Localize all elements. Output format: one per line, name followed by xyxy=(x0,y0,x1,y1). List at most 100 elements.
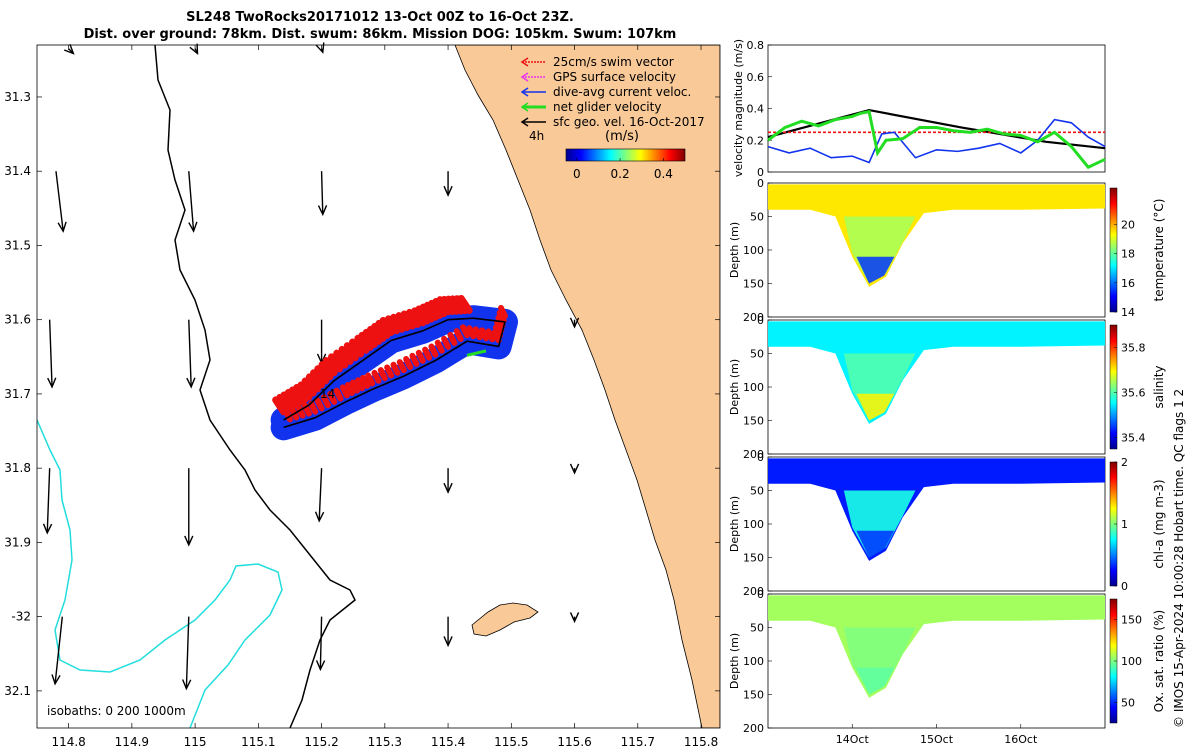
geostrophic-arrow xyxy=(569,612,580,624)
legend-label: GPS surface velocity xyxy=(553,70,676,84)
arrow-head xyxy=(181,679,192,691)
geostrophic-arrow xyxy=(189,43,199,56)
section-y-tick-label: 150 xyxy=(743,278,764,291)
swim-vector xyxy=(400,310,416,330)
section-data-fill xyxy=(768,321,1105,424)
swim-vector xyxy=(384,364,395,379)
section-x-tick-label: 14Oct xyxy=(836,733,870,746)
section-colorbar-tick-label: 20 xyxy=(1121,218,1135,231)
swim-vector xyxy=(453,295,469,315)
swim-vector xyxy=(466,325,477,340)
arrow-shaft xyxy=(185,616,190,689)
section-deep-fill xyxy=(856,393,895,421)
swim-vector xyxy=(405,308,421,328)
swim-vector xyxy=(280,391,296,411)
arrow-head xyxy=(314,511,325,523)
map-x-tick-label: 115.8 xyxy=(684,735,718,749)
isobath-1000m xyxy=(37,419,283,728)
swim-vector xyxy=(358,331,374,351)
geostrophic-arrow xyxy=(317,171,328,217)
map-y-tick-label: 31.6 xyxy=(4,313,31,327)
swim-vector xyxy=(440,295,456,315)
section-colorbar-tick-label: 150 xyxy=(1121,614,1142,627)
legend-arrowhead xyxy=(520,87,529,97)
geostrophic-vector-field xyxy=(42,42,580,691)
swim-vector xyxy=(284,388,300,408)
geostrophic-arrow xyxy=(443,616,453,648)
isobath-200m xyxy=(154,45,356,728)
arrow-shaft xyxy=(46,468,51,533)
section-colorbar-tick-label: 16 xyxy=(1121,277,1135,290)
geostrophic-arrow xyxy=(315,42,325,54)
geostrophic-arrow xyxy=(188,171,198,233)
map-x-tick-label: 115.1 xyxy=(241,735,275,749)
section-y-tick-label: 200 xyxy=(743,722,764,735)
section-y-tick-label: 50 xyxy=(750,211,764,224)
swim-vector xyxy=(349,338,365,358)
swim-vector xyxy=(328,353,344,373)
island-shape xyxy=(471,602,539,637)
swim-vector xyxy=(365,372,376,387)
map-x-tick-label: 115.4 xyxy=(431,735,465,749)
section-panel-4: 0 50 100 150 200 Depth (m) 50 100 150 Ox. sat. ra… xyxy=(728,588,1166,746)
swim-vector xyxy=(344,381,355,396)
swim-vector xyxy=(434,339,445,354)
section-data-fill xyxy=(768,184,1105,287)
swim-vector xyxy=(377,367,388,382)
arrow-shaft xyxy=(48,319,53,387)
arrow-head xyxy=(315,42,325,54)
swim-vector xyxy=(390,361,401,376)
section-y-axis-label: Depth (m) xyxy=(728,496,741,552)
section-colorbar-tick-label: 1 xyxy=(1121,518,1128,531)
map-x-tick-label: 115.6 xyxy=(557,735,591,749)
arrow-head xyxy=(569,317,580,329)
velocity-y-tick-label: 0 xyxy=(757,166,764,179)
velocity-y-tick-label: 0.4 xyxy=(747,103,765,116)
velocity-y-axis-label: velocity magnitude (m/s) xyxy=(732,39,745,177)
section-data-fill xyxy=(768,595,1105,698)
arrow-head xyxy=(443,636,453,648)
section-deep-fill xyxy=(856,530,895,558)
swim-vector xyxy=(367,325,382,345)
arrow-head xyxy=(47,377,57,389)
figure-title-line1: SL248 TwoRocks20171012 13-Oct 00Z to 16-… xyxy=(186,10,574,25)
section-y-tick-label: 0 xyxy=(757,314,764,327)
legend-label: sfc geo. vel. 16-Oct-2017 xyxy=(553,115,705,129)
swim-vector xyxy=(460,324,471,339)
geostrophic-arrow xyxy=(47,319,57,389)
map-y-tick-label: 31.7 xyxy=(4,387,31,401)
section-y-tick-label: 200 xyxy=(743,585,764,598)
map-y-tick-label: 31.8 xyxy=(4,461,31,475)
section-x-tick-label: 16Oct xyxy=(1004,733,1038,746)
legend-label: dive-avg current veloc. xyxy=(553,85,691,99)
legend-arrowhead xyxy=(520,117,529,127)
swim-vector xyxy=(333,349,349,369)
swim-vector xyxy=(419,303,435,323)
arrow-shaft xyxy=(318,468,323,521)
velocity-y-tick-label: 0.8 xyxy=(747,39,765,52)
swim-vector xyxy=(314,365,330,385)
swim-vector xyxy=(318,361,334,381)
swim-vector xyxy=(339,384,350,399)
section-colorbar-tick-label: 2 xyxy=(1121,456,1128,469)
map-panel: 114.8 114.9 115 115.1 115.2 115.3 115.4 115.5 11… xyxy=(4,42,721,749)
swim-vector xyxy=(497,304,508,319)
geostrophic-arrow xyxy=(569,463,580,475)
map-y-tick-label: 31.4 xyxy=(4,164,31,178)
swim-vector xyxy=(491,329,502,344)
arrow-shaft xyxy=(188,171,195,232)
swim-vector xyxy=(301,377,317,397)
velocity-series-dive-avg xyxy=(767,118,1106,164)
swim-vector xyxy=(282,408,293,423)
swim-vector xyxy=(355,377,366,392)
section-colorbar-tick-label: 18 xyxy=(1121,248,1135,261)
swim-vector xyxy=(453,328,464,343)
velocity-y-tick-label: 0.6 xyxy=(747,71,765,84)
swim-vector xyxy=(444,295,460,315)
colorbar-unit-label: (m/s) xyxy=(605,129,639,144)
colorbar-tick-label: 0.4 xyxy=(654,167,673,181)
swim-vector xyxy=(457,294,473,314)
swim-vector xyxy=(305,373,321,393)
arrow-shaft xyxy=(319,616,323,670)
